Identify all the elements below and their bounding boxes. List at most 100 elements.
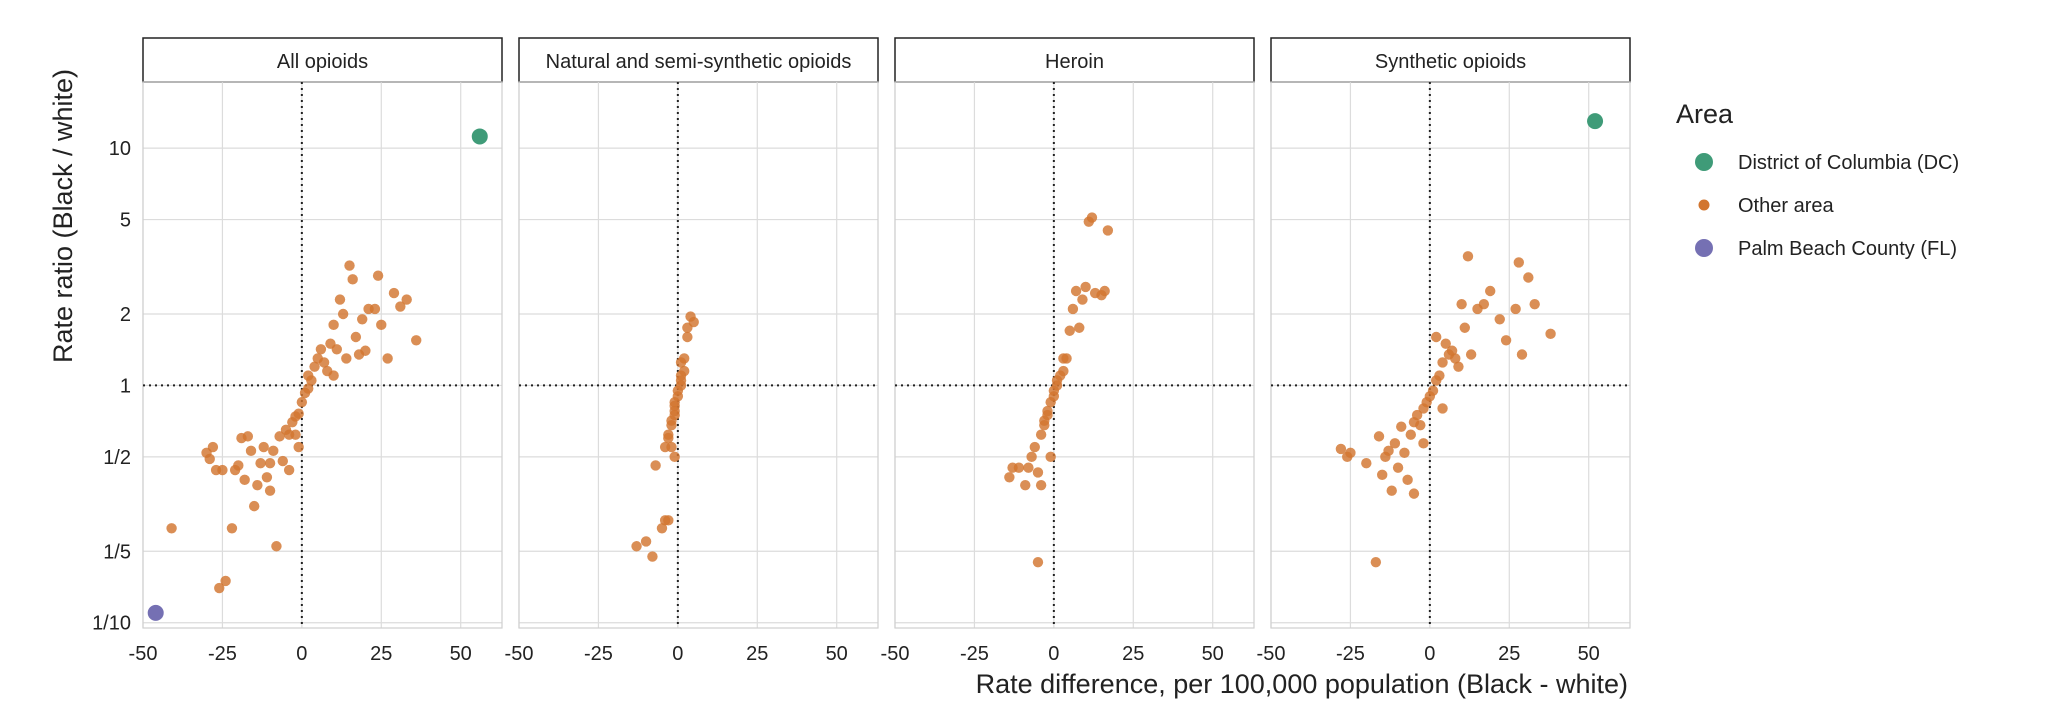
data-point-other-area — [328, 319, 339, 331]
x-tick-label: 50 — [1578, 643, 1600, 665]
legend-swatch — [1695, 153, 1713, 171]
data-point-other-area — [1004, 472, 1015, 483]
data-point-other-area — [357, 314, 368, 325]
data-point-other-area — [261, 472, 273, 483]
data-point-other-area — [388, 287, 400, 299]
data-point-other-area — [1026, 451, 1037, 463]
y-tick-label: 5 — [120, 210, 131, 232]
facet-strip — [142, 37, 503, 83]
data-point-other-area — [679, 365, 690, 377]
data-point-other-area — [344, 260, 355, 271]
data-point-other-area — [293, 441, 304, 453]
data-point-other-area — [1032, 467, 1044, 478]
y-tick-label: 1/5 — [103, 541, 131, 563]
data-point-other-area — [303, 370, 314, 381]
data-point-other-area — [1431, 331, 1442, 343]
data-point-other-area — [640, 536, 652, 547]
legend-label: District of Columbia (DC) — [1738, 152, 1959, 174]
data-point-other-area — [1434, 370, 1445, 381]
data-point-other-area — [337, 308, 349, 320]
data-point-other-area — [1064, 325, 1075, 336]
data-point-dc — [1587, 113, 1604, 130]
data-point-other-area — [1513, 257, 1525, 268]
data-point-other-area — [277, 455, 288, 467]
data-point-other-area — [264, 458, 276, 469]
data-point-other-area — [318, 357, 330, 368]
data-point-other-area — [283, 464, 295, 476]
facet-panel: Natural and semi-synthetic opioids -50 -25… — [505, 37, 879, 665]
data-point-other-area — [1058, 365, 1069, 377]
facet-strip-label: Heroin — [1045, 51, 1104, 73]
facet-panel: Heroin -50 -25 0 25 50 — [881, 37, 1255, 665]
facet-panels: All opioids-50 -25 0 25 501/101/51/212510Nat… — [92, 37, 1631, 665]
data-point-other-area — [1516, 349, 1528, 360]
data-point-other-area — [233, 460, 244, 471]
data-point-other-area — [1402, 474, 1413, 486]
data-point-other-area — [353, 349, 365, 360]
x-tick-label: -50 — [1257, 643, 1286, 665]
x-tick-label: 0 — [296, 643, 307, 665]
data-point-other-area — [315, 344, 327, 355]
data-point-other-area — [1437, 403, 1448, 414]
legend-swatch — [1695, 239, 1713, 257]
data-point-other-area — [1465, 349, 1477, 360]
data-point-other-area — [1376, 469, 1388, 481]
x-tick-label: -25 — [1336, 643, 1365, 665]
data-point-other-area — [376, 319, 387, 331]
facet-strip-label: All opioids — [277, 51, 368, 73]
data-point-other-area — [1361, 458, 1372, 469]
data-point-other-area — [675, 357, 687, 368]
data-point-other-area — [1459, 322, 1470, 333]
data-point-other-area — [258, 441, 269, 453]
data-point-other-area — [1440, 338, 1451, 349]
legend-title: Area — [1676, 99, 1734, 129]
data-point-other-area — [1035, 479, 1047, 491]
facet-strip — [518, 37, 879, 83]
x-tick-label: 0 — [672, 643, 683, 665]
data-point-other-area — [271, 541, 282, 552]
data-point-other-area — [656, 523, 668, 534]
data-point-other-area — [1335, 443, 1347, 455]
data-point-other-area — [350, 331, 362, 343]
data-point-other-area — [1370, 556, 1382, 568]
data-point-other-area — [1411, 409, 1423, 421]
data-point-other-area — [1456, 298, 1467, 310]
data-point-other-area — [1032, 556, 1044, 568]
data-point-other-area — [1500, 335, 1512, 346]
y-tick-label: 1 — [120, 375, 131, 397]
data-point-other-area — [290, 429, 301, 440]
legend: Area District of Columbia (DC) Other area… — [1676, 99, 1959, 260]
data-point-other-area — [217, 464, 228, 476]
y-axis-title: Rate ratio (Black / white) — [48, 69, 78, 363]
data-point-other-area — [1523, 272, 1534, 283]
data-point-other-area — [1080, 281, 1091, 293]
data-point-other-area — [293, 408, 304, 419]
x-tick-label: -50 — [881, 643, 910, 665]
facet-panel: Synthetic opioids -50 -25 0 25 50 — [1257, 37, 1631, 665]
data-point-other-area — [1418, 438, 1429, 449]
data-point-other-area — [252, 479, 263, 491]
data-point-other-area — [1392, 462, 1404, 473]
x-axis-title: Rate difference, per 100,000 population … — [976, 669, 1628, 699]
data-point-other-area — [1045, 451, 1056, 463]
data-point-other-area — [1462, 251, 1474, 262]
panel-border — [1270, 81, 1631, 629]
data-point-other-area — [1427, 385, 1439, 396]
x-tick-label: 50 — [1202, 643, 1224, 665]
data-point-other-area — [331, 344, 342, 355]
data-point-other-area — [1485, 285, 1496, 297]
data-point-palm-beach — [147, 604, 164, 621]
facet-strip — [1270, 37, 1631, 83]
data-point-other-area — [1061, 353, 1072, 364]
data-point-other-area — [328, 370, 339, 381]
legend-entries: District of Columbia (DC) Other area Palm … — [1695, 152, 1959, 260]
y-tick-label: 10 — [109, 138, 131, 160]
data-point-other-area — [669, 451, 680, 463]
data-point-other-area — [1545, 328, 1556, 340]
x-tick-label: 25 — [1122, 643, 1144, 665]
data-point-other-area — [245, 445, 257, 457]
data-point-other-area — [1408, 488, 1420, 499]
data-point-other-area — [347, 274, 358, 285]
data-point-other-area — [1437, 357, 1448, 368]
data-point-other-area — [395, 301, 406, 312]
